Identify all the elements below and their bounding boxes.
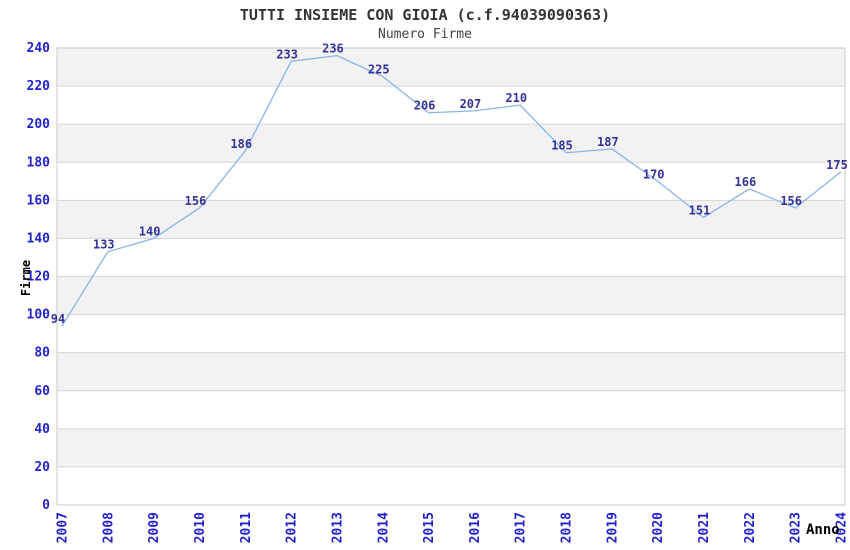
x-tick-label: 2007: [56, 512, 71, 543]
plot-band: [57, 276, 845, 315]
data-label: 140: [139, 224, 161, 238]
data-label: 94: [51, 312, 65, 326]
x-tick-label: 2018: [560, 512, 575, 543]
y-tick-label: 80: [34, 346, 50, 361]
x-tick-label: 2015: [422, 512, 437, 543]
data-label: 186: [230, 137, 252, 151]
x-tick-label: 2021: [697, 512, 712, 543]
data-line: [61, 54, 842, 327]
chart-title: TUTTI INSIEME CON GIOIA (c.f.94039090363…: [239, 6, 611, 24]
y-tick-label: 40: [34, 422, 50, 437]
data-label: 151: [689, 203, 711, 217]
data-label: 207: [460, 97, 482, 111]
y-tick-label: 220: [27, 79, 51, 94]
data-label: 236: [322, 42, 344, 56]
y-axis-title: Firme: [19, 259, 33, 297]
x-tick-label: 2011: [239, 512, 254, 543]
y-tick-label: 60: [34, 384, 50, 399]
x-tick-label: 2014: [376, 512, 391, 543]
plot-band: [57, 352, 845, 391]
data-label: 133: [93, 238, 115, 252]
y-tick-label: 100: [27, 308, 51, 323]
plot-band: [57, 428, 845, 467]
x-axis-title: Anno: [806, 522, 840, 538]
chart-subtitle: Numero Firme: [378, 27, 472, 42]
x-tick-label: 2009: [147, 512, 162, 543]
plot-band: [57, 124, 845, 163]
x-tick-label: 2016: [468, 512, 483, 543]
data-label: 156: [780, 194, 802, 208]
data-label: 185: [551, 139, 573, 153]
x-tick-label: 2022: [743, 512, 758, 543]
x-tick-label: 2013: [330, 512, 345, 543]
x-tick-label: 2010: [193, 512, 208, 543]
x-tick-label: 2012: [285, 512, 300, 543]
y-tick-label: 160: [27, 193, 51, 208]
data-label: 175: [826, 158, 848, 172]
plot-border: [56, 47, 846, 506]
y-tick-label: 0: [42, 498, 50, 513]
data-label: 206: [414, 99, 436, 113]
x-tick-label: 2023: [789, 512, 804, 543]
data-label: 166: [735, 175, 757, 189]
y-tick-label: 240: [27, 41, 51, 56]
data-label: 233: [276, 47, 298, 61]
x-tick-label: 2019: [605, 512, 620, 543]
data-label: 156: [185, 194, 207, 208]
data-label: 210: [505, 91, 527, 105]
y-tick-label: 20: [34, 460, 50, 475]
y-tick-label: 200: [27, 117, 51, 132]
x-tick-label: 2008: [101, 512, 116, 543]
x-tick-label: 2017: [514, 512, 529, 543]
y-tick-label: 140: [27, 231, 51, 246]
data-label: 187: [597, 135, 619, 149]
data-label: 170: [643, 167, 665, 181]
y-tick-label: 120: [27, 270, 51, 285]
x-tick-label: 2020: [651, 512, 666, 543]
plot-band: [57, 200, 845, 239]
x-tick-label: 2024: [835, 512, 850, 543]
y-tick-label: 180: [27, 155, 51, 170]
data-label: 225: [368, 63, 390, 77]
plot-band: [57, 48, 845, 87]
